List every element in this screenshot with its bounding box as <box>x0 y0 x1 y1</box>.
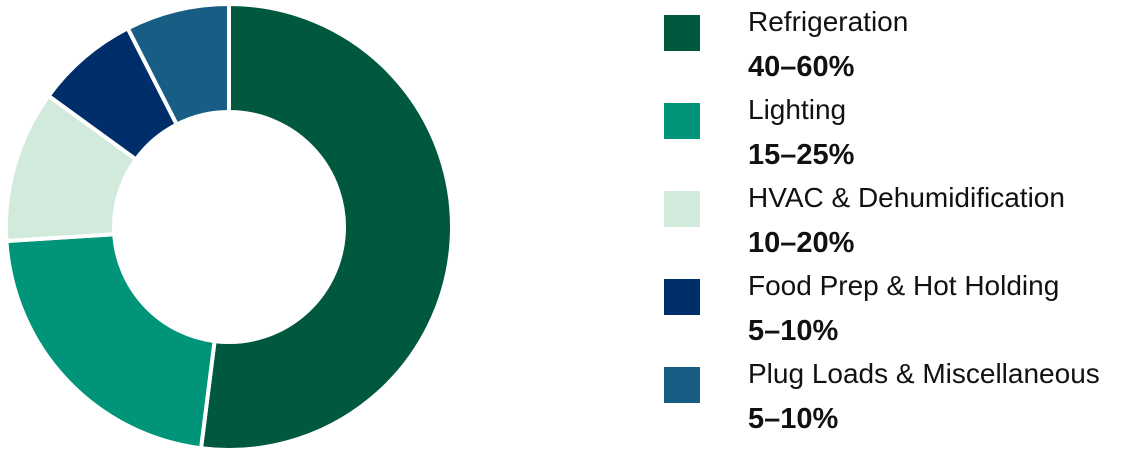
legend-item-hvac: HVAC & Dehumidification 10–20% <box>664 176 1134 266</box>
donut-slice-lighting <box>4 232 217 450</box>
legend-label-hvac: HVAC & Dehumidification <box>748 182 1065 213</box>
legend-value-plug-loads: 5–10% <box>748 403 839 435</box>
legend-swatch-refrigeration <box>664 15 700 51</box>
donut-slice-plug-loads <box>125 2 231 127</box>
legend-item-food-prep: Food Prep & Hot Holding 5–10% <box>664 264 1134 354</box>
legend-label-lighting: Lighting <box>748 94 847 125</box>
legend-label-plug-loads: Plug Loads & Miscellaneous <box>748 358 1100 389</box>
legend-swatch-food-prep <box>664 279 700 315</box>
legend-swatch-plug-loads <box>664 367 700 403</box>
legend-value-lighting: 15–25% <box>748 139 855 171</box>
legend-value-hvac: 10–20% <box>748 227 855 259</box>
donut-chart <box>4 2 454 450</box>
legend-swatch-lighting <box>664 103 700 139</box>
legend-item-refrigeration: Refrigeration 40–60% <box>664 0 1134 90</box>
legend-item-lighting: Lighting 15–25% <box>664 88 1134 178</box>
legend-label-refrigeration: Refrigeration <box>748 6 909 37</box>
donut-slice-refrigeration <box>199 2 454 450</box>
legend-value-refrigeration: 40–60% <box>748 51 855 83</box>
legend-swatch-hvac <box>664 191 700 227</box>
legend-value-food-prep: 5–10% <box>748 315 839 347</box>
legend-item-plug-loads: Plug Loads & Miscellaneous 5–10% <box>664 352 1134 442</box>
chart-legend: Refrigeration 40–60% Lighting 15–25% HVA… <box>664 0 1134 450</box>
legend-label-food-prep: Food Prep & Hot Holding <box>748 270 1060 301</box>
